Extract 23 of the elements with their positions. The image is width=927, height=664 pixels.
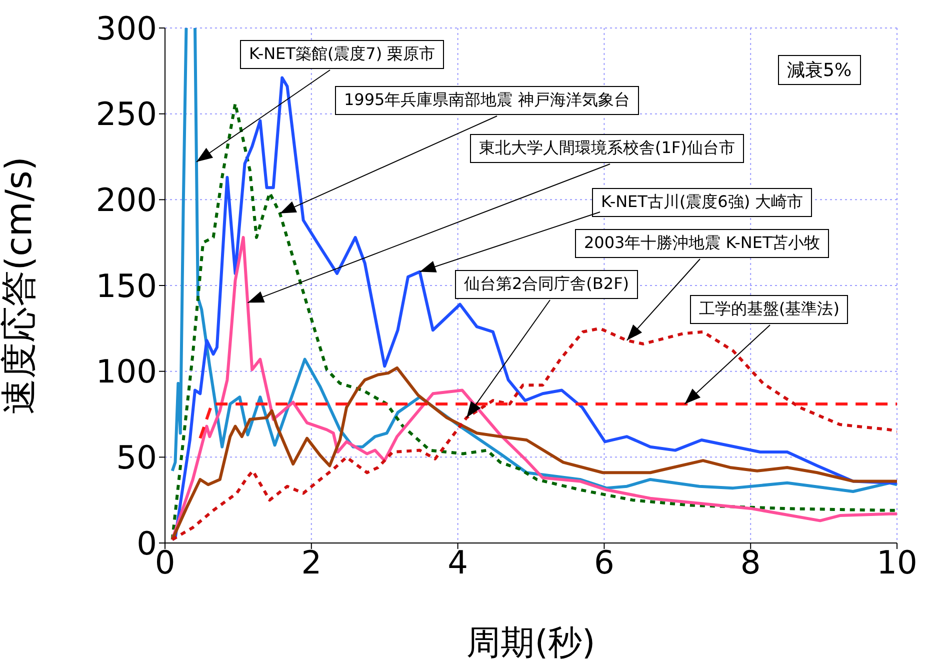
annotation: K-NET築館(震度7) 栗原市 — [240, 40, 444, 69]
x-tick-label: 8 — [740, 544, 761, 582]
annotation: 仙台第2合同庁舎(B2F) — [455, 270, 638, 299]
y-tick-label: 250 — [96, 95, 157, 134]
y-tick-label: 300 — [96, 9, 157, 48]
y-axis-title: 速度応答(cm/s) — [0, 156, 40, 414]
annotation: 1995年兵庫県南部地震 神戸海洋気象台 — [335, 86, 639, 115]
x-tick-label: 4 — [448, 544, 468, 582]
x-tick-label: 10 — [876, 544, 918, 582]
x-tick-label: 6 — [594, 544, 614, 582]
annotation: 東北大学人間環境系校舎(1F)仙台市 — [470, 134, 744, 163]
y-tick-label: 150 — [96, 266, 157, 305]
x-tick-label: 2 — [301, 544, 322, 582]
x-axis-title: 周期(秒) — [466, 623, 596, 663]
annotation: 減衰5% — [778, 55, 861, 85]
line-series — [170, 366, 897, 542]
annotation: 2003年十勝沖地震 K-NET苫小牧 — [575, 229, 830, 258]
y-tick-label: 50 — [116, 438, 157, 477]
y-tick-label: 100 — [96, 352, 157, 391]
line-series — [170, 236, 897, 542]
annotation: 工学的基盤(基準法) — [690, 295, 848, 324]
y-tick-label: 200 — [96, 181, 157, 220]
annotation: K-NET古川(震度6強) 大崎市 — [592, 188, 812, 217]
